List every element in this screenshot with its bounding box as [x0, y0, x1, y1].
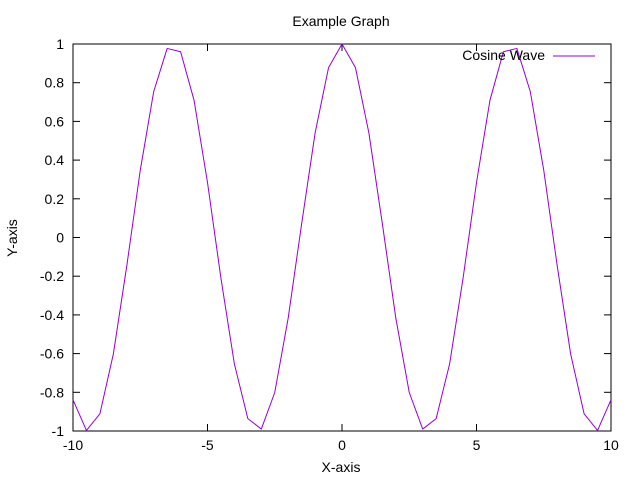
y-tick-label: -0.8	[40, 384, 64, 400]
x-tick-label: 5	[473, 437, 481, 453]
legend: Cosine Wave	[462, 47, 595, 63]
y-tick-label: -0.2	[40, 268, 64, 284]
series-group	[72, 43, 612, 431]
y-tick-label: 0.8	[45, 75, 65, 91]
y-tick-label: 1	[56, 36, 64, 52]
axes: -10 -5 0 5 10 -1 -0.8 -0.6 -0.4 -0.2 0 0.2 0.4 0.6 0.8…	[40, 36, 619, 453]
y-tick-label: 0	[56, 230, 64, 246]
y-tick-label: 0.2	[45, 191, 65, 207]
legend-label-cosine-wave: Cosine Wave	[462, 47, 545, 63]
y-tick-label: -0.4	[40, 307, 64, 323]
x-tick-label: -10	[63, 437, 83, 453]
y-tick-label: -0.6	[40, 346, 64, 362]
x-tick-label: 0	[338, 437, 346, 453]
y-tick-label: -1	[52, 423, 65, 439]
chart-title: Example Graph	[292, 13, 389, 29]
y-axis-label: Y-axis	[4, 219, 20, 257]
y-tick-label: 0.4	[45, 152, 65, 168]
series-line-cosine-wave	[72, 43, 612, 431]
x-tick-label: 10	[603, 437, 619, 453]
x-tick-label: -5	[201, 437, 214, 453]
y-tick-label: 0.6	[45, 113, 65, 129]
x-axis-label: X-axis	[322, 459, 361, 475]
